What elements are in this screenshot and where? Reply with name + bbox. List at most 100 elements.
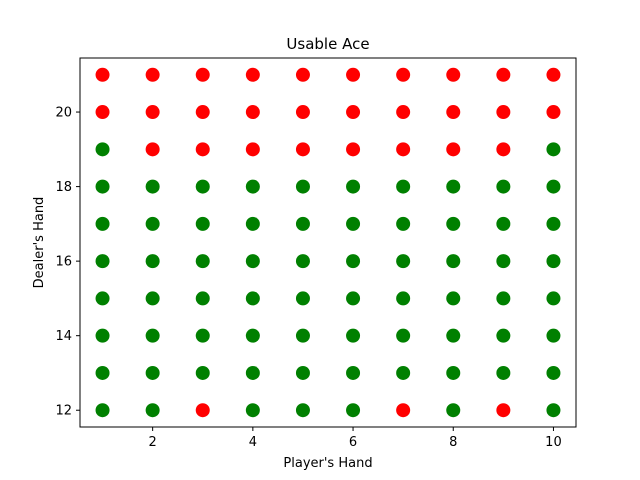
y-axis-label: Dealer's Hand: [32, 197, 47, 289]
point-green: [195, 254, 210, 269]
point-green: [245, 254, 260, 269]
point-green: [546, 254, 561, 269]
point-red: [145, 67, 160, 82]
point-green: [396, 254, 411, 269]
point-green: [295, 365, 310, 380]
point-green: [496, 254, 511, 269]
point-red: [295, 142, 310, 157]
point-green: [446, 403, 461, 418]
point-green: [245, 291, 260, 306]
point-green: [546, 291, 561, 306]
point-green: [195, 216, 210, 231]
point-green: [346, 291, 361, 306]
point-green: [245, 328, 260, 343]
point-red: [245, 67, 260, 82]
point-green: [396, 179, 411, 194]
point-green: [295, 254, 310, 269]
point-green: [496, 291, 511, 306]
chart-title: Usable Ace: [286, 35, 369, 53]
point-green: [145, 254, 160, 269]
y-axis-ticks: 12 14 16 18 20: [55, 106, 80, 419]
point-red: [295, 105, 310, 120]
point-green: [446, 254, 461, 269]
point-red: [346, 67, 361, 82]
point-green: [95, 254, 110, 269]
point-green: [295, 403, 310, 418]
data-points: [95, 67, 561, 418]
y-tick-label: 20: [55, 106, 72, 121]
y-tick-label: 18: [55, 180, 72, 195]
point-green: [546, 142, 561, 157]
point-green: [446, 328, 461, 343]
point-red: [195, 142, 210, 157]
point-green: [95, 328, 110, 343]
point-green: [446, 216, 461, 231]
point-green: [346, 365, 361, 380]
x-tick-label: 10: [545, 435, 562, 450]
point-red: [145, 105, 160, 120]
point-red: [346, 142, 361, 157]
point-green: [546, 365, 561, 380]
point-green: [95, 179, 110, 194]
point-red: [496, 105, 511, 120]
point-red: [446, 105, 461, 120]
point-green: [195, 179, 210, 194]
point-red: [396, 142, 411, 157]
x-tick-label: 2: [149, 435, 157, 450]
point-green: [496, 328, 511, 343]
point-green: [546, 328, 561, 343]
point-green: [295, 328, 310, 343]
point-green: [346, 216, 361, 231]
x-tick-label: 8: [449, 435, 457, 450]
point-green: [245, 216, 260, 231]
point-green: [95, 403, 110, 418]
point-green: [145, 328, 160, 343]
point-red: [496, 142, 511, 157]
point-green: [145, 179, 160, 194]
point-green: [145, 291, 160, 306]
point-red: [396, 67, 411, 82]
x-axis-ticks: 2 4 6 8 10: [149, 427, 562, 450]
point-red: [195, 67, 210, 82]
point-green: [546, 403, 561, 418]
point-green: [496, 216, 511, 231]
plot-area-frame: [79, 57, 577, 428]
point-green: [95, 365, 110, 380]
point-red: [245, 142, 260, 157]
point-green: [346, 403, 361, 418]
point-green: [195, 365, 210, 380]
point-green: [145, 403, 160, 418]
point-red: [95, 105, 110, 120]
point-green: [195, 328, 210, 343]
point-green: [396, 216, 411, 231]
point-green: [145, 216, 160, 231]
point-green: [195, 291, 210, 306]
y-tick-label: 16: [55, 255, 72, 270]
point-red: [496, 67, 511, 82]
point-green: [396, 291, 411, 306]
point-red: [295, 67, 310, 82]
point-green: [145, 365, 160, 380]
point-red: [195, 403, 210, 418]
point-green: [546, 216, 561, 231]
point-green: [446, 365, 461, 380]
point-green: [95, 216, 110, 231]
point-green: [396, 328, 411, 343]
point-red: [95, 67, 110, 82]
point-green: [295, 179, 310, 194]
point-green: [546, 179, 561, 194]
point-red: [496, 403, 511, 418]
point-red: [546, 105, 561, 120]
point-green: [245, 179, 260, 194]
point-red: [396, 105, 411, 120]
point-green: [346, 254, 361, 269]
x-axis-label: Player's Hand: [283, 456, 372, 471]
point-green: [446, 291, 461, 306]
point-green: [346, 179, 361, 194]
point-green: [295, 216, 310, 231]
point-red: [446, 67, 461, 82]
point-green: [95, 291, 110, 306]
point-red: [346, 105, 361, 120]
point-green: [446, 179, 461, 194]
